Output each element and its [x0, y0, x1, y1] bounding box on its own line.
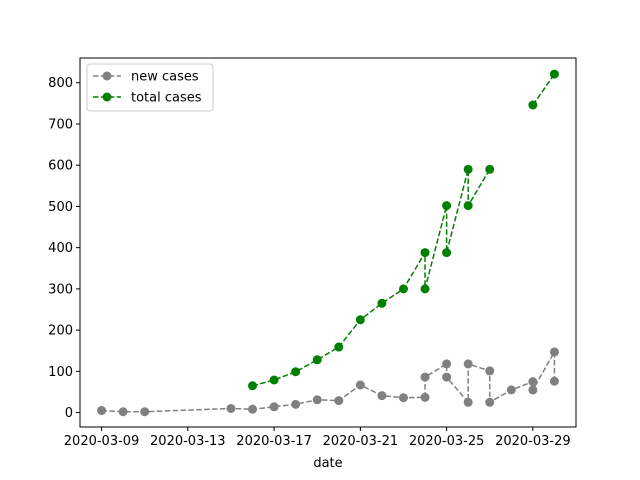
legend: new cases total cases — [86, 63, 214, 112]
data-point-new-cases — [312, 395, 322, 405]
x-tick-label: 2020-03-25 — [409, 434, 485, 449]
data-point-new-cases — [377, 391, 387, 401]
data-point-new-cases — [226, 403, 236, 413]
data-point-total-cases — [377, 298, 387, 308]
legend-marker-new-cases — [102, 71, 112, 81]
data-point-total-cases — [442, 201, 452, 211]
data-point-new-cases — [398, 393, 408, 403]
data-point-new-cases — [463, 397, 473, 407]
data-point-total-cases — [420, 248, 430, 258]
y-tick-label: 700 — [48, 117, 73, 132]
data-point-total-cases — [398, 284, 408, 294]
y-tick-label: 800 — [48, 76, 73, 91]
series-line-total-cases — [532, 73, 556, 106]
series-layer — [97, 69, 559, 417]
data-point-new-cases — [291, 399, 301, 409]
data-point-total-cases — [485, 164, 495, 174]
data-point-total-cases — [463, 164, 473, 174]
y-tick-label: 500 — [48, 200, 73, 215]
legend-marker-total-cases — [102, 92, 112, 102]
data-point-total-cases — [463, 201, 473, 211]
data-point-total-cases — [248, 381, 258, 391]
data-point-new-cases — [97, 406, 107, 416]
x-tick-label: 2020-03-09 — [64, 434, 140, 449]
data-point-new-cases — [549, 347, 559, 357]
data-point-new-cases — [334, 396, 344, 406]
data-point-total-cases — [549, 69, 559, 79]
data-point-new-cases — [506, 385, 516, 395]
data-point-new-cases — [118, 407, 128, 417]
plot-frame — [79, 57, 577, 428]
data-point-new-cases — [463, 359, 473, 369]
x-tick-label: 2020-03-21 — [323, 434, 399, 449]
plot-background — [80, 58, 576, 427]
x-tick-label: 2020-03-17 — [236, 434, 312, 449]
data-point-total-cases — [291, 367, 301, 377]
data-point-new-cases — [140, 407, 150, 417]
y-tick-label: 400 — [48, 241, 73, 256]
x-tick-label: 2020-03-13 — [150, 434, 226, 449]
data-point-new-cases — [420, 372, 430, 382]
y-tick-label: 600 — [48, 159, 73, 174]
y-tick-label: 300 — [48, 282, 73, 297]
data-point-new-cases — [442, 359, 452, 369]
data-point-new-cases — [528, 377, 538, 387]
data-point-total-cases — [312, 355, 322, 365]
data-point-total-cases — [334, 342, 344, 352]
y-tick-label: 0 — [65, 406, 73, 421]
data-point-new-cases — [485, 397, 495, 407]
data-point-new-cases — [420, 392, 430, 402]
x-axis-label: date — [313, 456, 342, 471]
data-point-total-cases — [355, 315, 365, 325]
data-point-total-cases — [269, 375, 279, 385]
data-point-total-cases — [442, 248, 452, 258]
data-point-new-cases — [485, 366, 495, 376]
data-point-new-cases — [442, 372, 452, 382]
data-point-new-cases — [549, 376, 559, 386]
data-point-new-cases — [528, 385, 538, 395]
axes-layer: 2020-03-09 2020-03-13 2020-03-17 2020-03-21… — [48, 76, 570, 449]
data-point-new-cases — [269, 402, 279, 412]
x-tick-label: 2020-03-29 — [495, 434, 571, 449]
y-tick-label: 200 — [48, 324, 73, 339]
legend-label-new-cases: new cases — [131, 70, 199, 85]
data-point-new-cases — [248, 404, 258, 414]
legend-label-total-cases: total cases — [131, 91, 202, 106]
y-tick-label: 100 — [48, 365, 73, 380]
data-point-total-cases — [528, 100, 538, 110]
data-point-new-cases — [355, 380, 365, 390]
data-point-total-cases — [420, 284, 430, 294]
